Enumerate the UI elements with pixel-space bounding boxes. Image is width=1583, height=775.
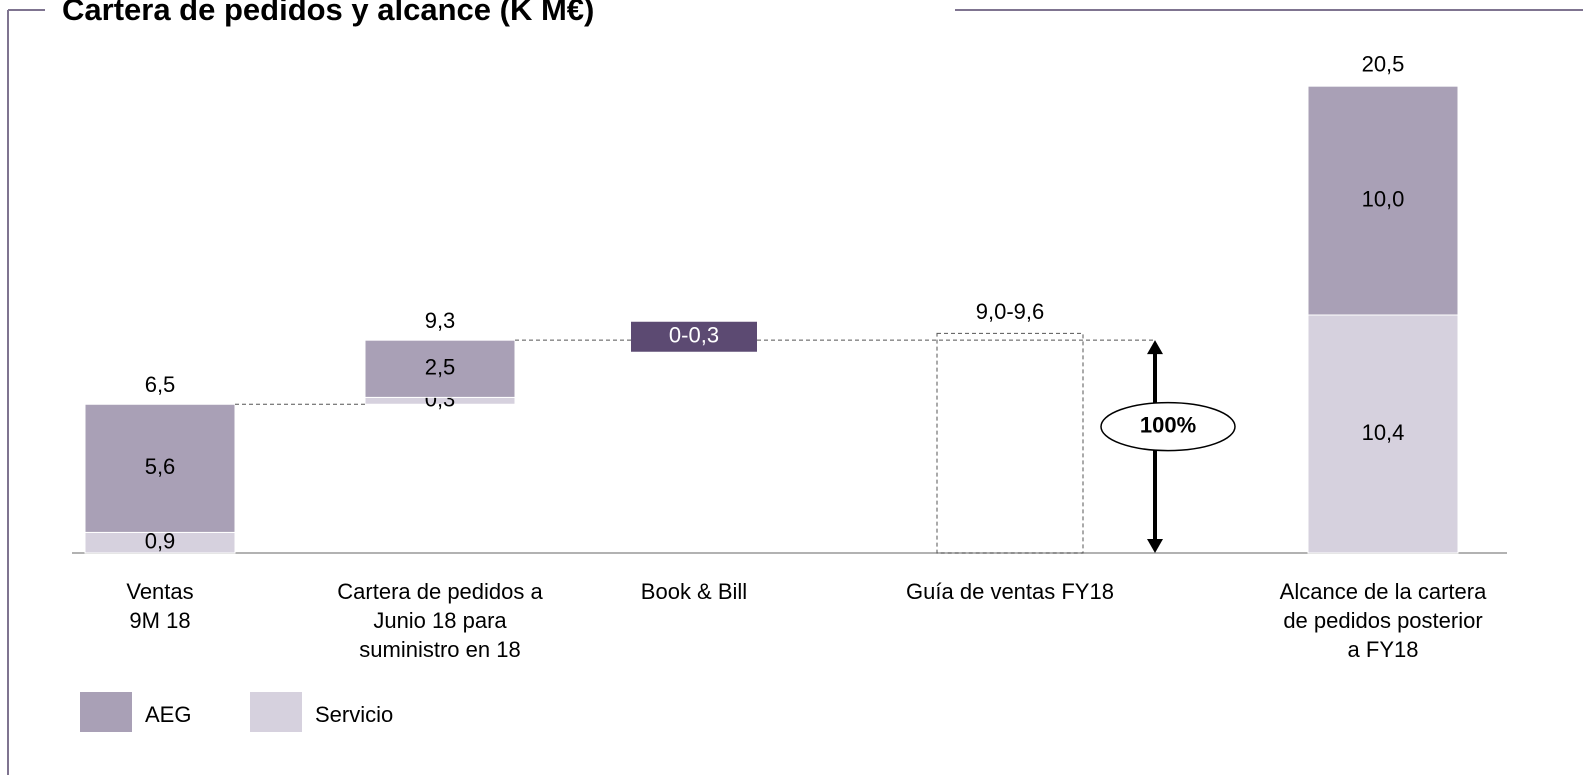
value-label: 10,0 [1362,186,1405,211]
total-label: 20,5 [1362,52,1405,77]
bar-segment [84,403,236,533]
x-tick-label: 9M 18 [129,608,190,633]
legend-label: Servicio [315,702,393,727]
bar-segment [364,339,516,398]
annotation: 100% [1140,412,1196,437]
range-bar [631,321,757,352]
legend-label: AEG [145,702,191,727]
arrow-head [1147,539,1163,553]
x-tick-label: Junio 18 para [373,608,507,633]
total-label: 9,3 [425,308,456,333]
x-tick-label: suministro en 18 [359,637,520,662]
legend-swatch [250,692,302,732]
bar-segment [1307,85,1459,316]
range-box [936,332,1084,554]
range-label: 0-0,3 [669,323,719,348]
x-tick-label: Alcance de la cartera [1280,579,1487,604]
x-tick-label: Ventas [126,579,193,604]
bar-segment [1307,314,1459,554]
x-tick-label: Cartera de pedidos a [337,579,543,604]
annotation-ellipse [1100,401,1236,452]
value-label: 2,5 [425,355,456,380]
value-label: 5,6 [145,454,176,479]
x-tick-label: a FY18 [1348,637,1419,662]
total-label: 6,5 [145,372,176,397]
range-label: 9,0-9,6 [976,299,1045,324]
x-tick-label: Book & Bill [641,579,747,604]
arrow-head [1147,340,1163,355]
x-tick-label: de pedidos posterior [1283,608,1482,633]
value-label: 10,4 [1362,420,1405,445]
x-tick-label: Guía de ventas FY18 [906,579,1114,604]
legend-swatch [80,692,132,732]
chart-title: Cartera de pedidos y alcance (K M€) [62,0,594,27]
